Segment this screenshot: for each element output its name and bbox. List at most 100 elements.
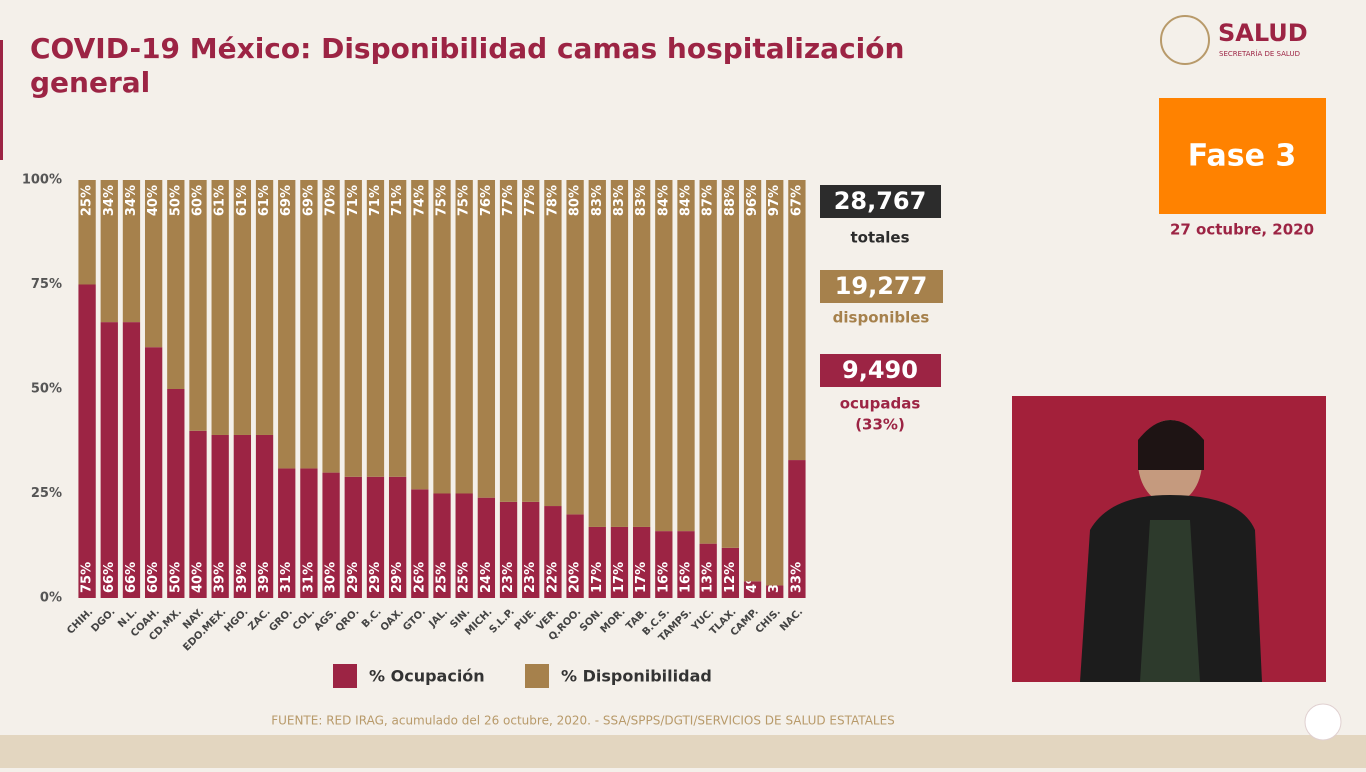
occupied-value: 9,490	[842, 356, 918, 384]
bar-segment	[544, 506, 562, 598]
value-label: 83%	[612, 185, 627, 216]
value-label: 74%	[412, 185, 427, 216]
bar-segment	[211, 180, 229, 435]
bar-segment	[322, 472, 340, 598]
value-label: 83%	[634, 185, 649, 216]
bar-segment	[255, 180, 274, 435]
phase-date: 27 octubre, 2020	[1170, 221, 1314, 239]
value-label: 61%	[213, 185, 228, 216]
value-label: 29%	[346, 562, 361, 593]
bar-segment	[743, 581, 762, 598]
value-label: 29%	[390, 562, 405, 593]
bar-segment	[366, 180, 385, 477]
bar-segment	[544, 180, 562, 507]
value-label: 77%	[501, 185, 516, 216]
bar-segment	[499, 501, 518, 598]
bar-segment	[766, 585, 784, 598]
bar-segment	[433, 180, 451, 494]
value-label: 75%	[435, 185, 450, 216]
value-label: 69%	[301, 185, 316, 216]
value-label: 67%	[789, 185, 804, 216]
title: COVID-19 México: Disponibilidad camas ho…	[30, 32, 904, 65]
bar-segment	[632, 180, 651, 527]
bar-segment	[566, 514, 584, 598]
value-label: 40%	[191, 562, 206, 593]
logo-title: SALUD	[1218, 19, 1308, 47]
y-tick-label: 50%	[31, 382, 62, 397]
value-label: 25%	[435, 562, 450, 593]
bar-segment	[388, 476, 407, 598]
bar-segment	[677, 180, 695, 532]
legend-label: % Disponibilidad	[561, 667, 712, 686]
value-label: 76%	[479, 185, 494, 216]
logo-subtitle: SECRETARÍA DE SALUD	[1219, 49, 1300, 58]
value-label: 69%	[279, 185, 294, 216]
value-label: 25%	[80, 185, 95, 216]
available-box	[820, 270, 943, 303]
bar-segment	[455, 180, 473, 494]
bar-segment	[721, 547, 740, 598]
bar-segment	[566, 180, 584, 515]
bar-segment	[144, 347, 163, 598]
value-label: 31%	[301, 562, 316, 593]
bar-segment	[167, 180, 185, 389]
bar-segment	[211, 434, 229, 598]
bar-segment	[278, 468, 296, 598]
bar-segment	[610, 526, 629, 598]
value-label: 75%	[80, 562, 95, 593]
value-label: 31%	[279, 562, 294, 593]
bar-segment	[144, 180, 163, 348]
interpreter-shirt	[1140, 520, 1200, 682]
title: general	[30, 66, 150, 99]
bar-segment	[233, 434, 252, 598]
value-label: 23%	[523, 562, 538, 593]
value-label: 75%	[457, 185, 472, 216]
bar-segment	[455, 493, 473, 598]
bar-segment	[522, 501, 540, 598]
occupied-label: ocupadas	[840, 395, 921, 413]
value-label: 16%	[656, 562, 671, 593]
value-label: 84%	[679, 185, 694, 216]
value-label: 71%	[368, 185, 383, 216]
y-tick-label: 100%	[22, 173, 62, 188]
y-tick-label: 0%	[40, 591, 62, 606]
bar-segment	[477, 497, 496, 598]
value-label: 12%	[723, 562, 738, 593]
value-label: 50%	[168, 185, 183, 216]
value-label: 97%	[767, 185, 782, 216]
value-label: 61%	[257, 185, 272, 216]
bar-segment	[433, 493, 451, 598]
value-label: 66%	[102, 562, 117, 593]
bar-segment	[699, 543, 717, 598]
bar-segment	[388, 180, 407, 477]
bar-segment	[300, 180, 318, 469]
bar-segment	[322, 180, 340, 473]
value-label: 78%	[545, 185, 560, 216]
value-label: 30%	[324, 562, 339, 593]
total-value: 28,767	[834, 187, 927, 215]
value-label: 17%	[634, 562, 649, 593]
bar-segment	[100, 322, 118, 598]
value-label: 70%	[324, 185, 339, 216]
available-value: 19,277	[835, 272, 928, 300]
bar-segment	[632, 526, 651, 598]
value-label: 17%	[612, 562, 627, 593]
value-label: 34%	[124, 185, 139, 216]
value-label: 23%	[501, 562, 516, 593]
bar-segment	[300, 468, 318, 598]
bar-segment	[233, 180, 252, 435]
interpreter-hair	[1138, 420, 1204, 470]
bar-segment	[344, 476, 362, 598]
value-label: 24%	[479, 562, 494, 593]
bar-segment	[411, 180, 429, 490]
bar-segment	[522, 180, 540, 502]
bar-segment	[677, 531, 695, 598]
value-label: 40%	[146, 185, 161, 216]
bar-segment	[721, 180, 740, 548]
accent-bar	[0, 40, 3, 160]
bar-segment	[278, 180, 296, 469]
value-label: 60%	[191, 185, 206, 216]
bar-segment	[588, 526, 606, 598]
